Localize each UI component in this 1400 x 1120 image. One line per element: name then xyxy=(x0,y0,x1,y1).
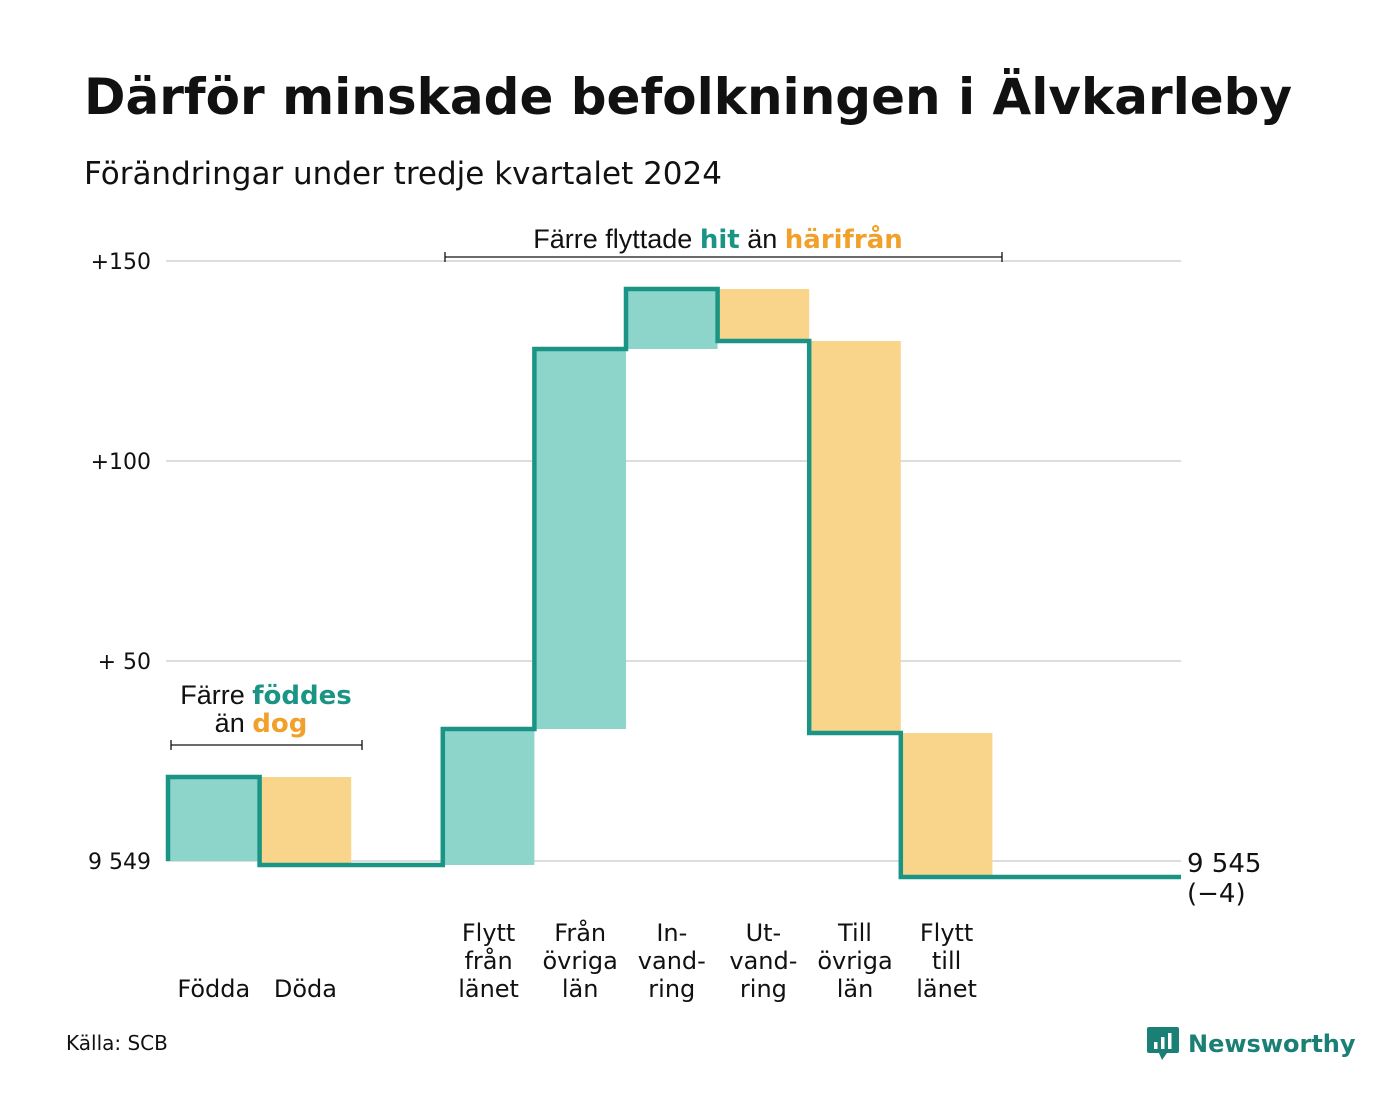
births-highlight-decrease: dog xyxy=(252,709,307,739)
category-label-line: övriga xyxy=(543,947,618,975)
category-label-line: län xyxy=(562,975,599,1003)
bar-6 xyxy=(717,289,810,341)
category-label-line: län xyxy=(837,975,874,1003)
category-label-line: länet xyxy=(458,975,519,1003)
step-line xyxy=(165,286,1181,880)
category-label-line: Från xyxy=(554,918,606,947)
category-label-line: vand- xyxy=(638,947,706,975)
migration-bracket xyxy=(444,252,1003,262)
bar-8 xyxy=(900,733,993,877)
category-label-5: In-vand-ring xyxy=(638,919,706,1003)
migration-annotation: Färre flyttade hit än härifrån xyxy=(444,223,1003,262)
source-note: Källa: SCB xyxy=(66,1031,168,1055)
brand-logo[interactable]: Newsworthy xyxy=(1146,1024,1356,1064)
y-tick-label: + 50 xyxy=(98,650,151,675)
category-label-line: från xyxy=(464,946,512,975)
bar-5 xyxy=(626,289,718,349)
end-change: (−4) xyxy=(1187,879,1246,909)
category-label-line: Ut- xyxy=(746,919,782,947)
births-annotation-line1: Färre föddes xyxy=(180,680,352,711)
category-label-line: övriga xyxy=(817,947,892,975)
annotations: Färre föddes än dog Färre flyttade hit ä… xyxy=(170,223,1003,750)
end-value: 9 545 xyxy=(1187,849,1261,879)
y-axis: 9 549 + 50 +100 +150 xyxy=(88,250,151,875)
category-label-line: Döda xyxy=(274,975,337,1003)
category-label-0: Födda xyxy=(177,975,250,1003)
category-label-line: ring xyxy=(740,975,787,1003)
births-text2: än xyxy=(215,708,245,738)
chart-subtitle: Förändringar under tredje kvartalet 2024 xyxy=(84,156,722,192)
migration-annotation-line: Färre flyttade hit än härifrån xyxy=(533,223,903,255)
bar-3 xyxy=(442,729,535,865)
chart-bubble-icon xyxy=(1147,1027,1179,1060)
bar-7 xyxy=(809,341,901,733)
bar-4 xyxy=(534,349,626,729)
chart-title: Därför minskade befolkningen i Älvkarleb… xyxy=(84,68,1293,126)
bar-0 xyxy=(168,777,260,861)
category-label-line: Födda xyxy=(177,975,250,1003)
births-annotation: Färre föddes än dog xyxy=(170,680,363,750)
births-bracket xyxy=(170,740,363,750)
end-value-label: 9 545 (−4) xyxy=(1187,849,1261,909)
category-labels: Födda DödaFlyttfrånlänetFrånövrigalänIn-v… xyxy=(177,918,977,1003)
bars xyxy=(168,289,993,877)
migration-highlight-increase: hit xyxy=(700,225,740,255)
category-label-line: Till xyxy=(837,919,872,947)
category-label-line: Flytt xyxy=(920,919,974,947)
category-label-line: länet xyxy=(916,975,977,1003)
y-tick-label: 9 549 xyxy=(88,850,151,875)
births-annotation-line2: än dog xyxy=(215,708,308,739)
migration-highlight-decrease: härifrån xyxy=(785,223,903,255)
migration-text1: Färre flyttade xyxy=(533,224,692,254)
births-highlight-increase: föddes xyxy=(252,681,352,711)
gridlines xyxy=(166,260,1181,862)
category-label-line: In- xyxy=(656,919,687,947)
category-label-line: till xyxy=(932,947,961,975)
category-label-line: vand- xyxy=(729,947,797,975)
y-tick-label: +100 xyxy=(91,450,151,475)
brand-name: Newsworthy xyxy=(1188,1030,1356,1058)
y-tick-label: +150 xyxy=(91,250,151,275)
bar-1 xyxy=(259,777,352,865)
births-text1: Färre xyxy=(180,680,245,710)
category-label-6: Ut-vand-ring xyxy=(729,919,797,1003)
category-label-line: Flytt xyxy=(462,919,516,947)
category-label-line: ring xyxy=(648,975,695,1003)
category-label-1: Döda xyxy=(274,975,337,1003)
population-step-line xyxy=(165,286,1181,880)
migration-text2: än xyxy=(747,224,777,254)
